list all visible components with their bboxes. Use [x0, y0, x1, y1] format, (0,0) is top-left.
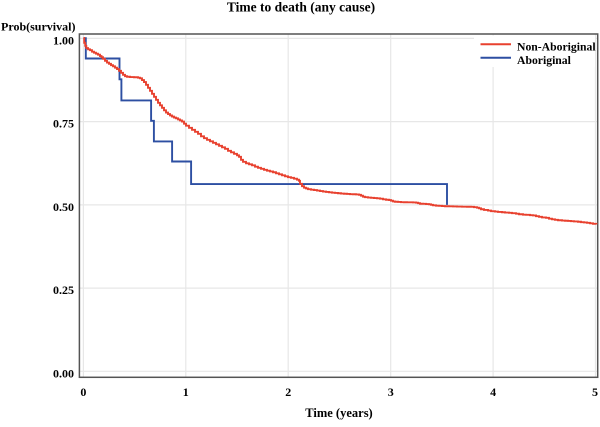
svg-text:3: 3 [388, 385, 394, 399]
svg-text:2: 2 [285, 385, 291, 399]
svg-text:Time to death (any cause): Time to death (any cause) [227, 0, 375, 15]
svg-text:Time (years): Time (years) [305, 406, 372, 420]
svg-text:0: 0 [80, 385, 86, 399]
svg-text:5: 5 [592, 385, 598, 399]
svg-text:0.25: 0.25 [53, 283, 74, 297]
svg-text:0.75: 0.75 [53, 117, 74, 131]
svg-text:0.50: 0.50 [53, 200, 74, 214]
svg-text:Prob(survival): Prob(survival) [1, 20, 75, 34]
svg-text:1.00: 1.00 [53, 34, 74, 48]
svg-text:1: 1 [183, 385, 189, 399]
svg-text:0.00: 0.00 [53, 366, 74, 380]
svg-text:Aboriginal: Aboriginal [517, 54, 572, 67]
svg-text:Non-Aboriginal: Non-Aboriginal [517, 41, 596, 54]
svg-text:4: 4 [490, 385, 496, 399]
